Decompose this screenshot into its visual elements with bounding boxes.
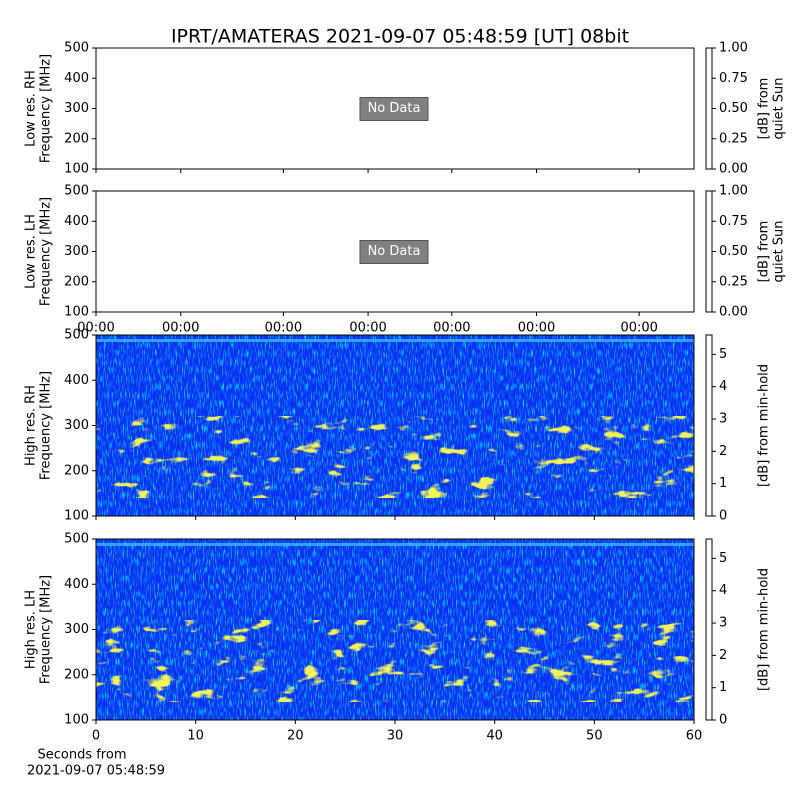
annotation: No Data: [368, 101, 421, 116]
x-tick-label: 00:00: [77, 321, 114, 336]
x-tick-label: 00:00: [349, 321, 386, 336]
y-tick-label: 500: [64, 41, 89, 56]
y-tick-label: 200: [64, 463, 89, 478]
y-tick-label: 100: [64, 305, 89, 320]
colorbar-tick-label: 0: [719, 713, 727, 728]
colorbar-tick-label: 0.50: [719, 101, 748, 116]
x-tick-label: 00:00: [620, 321, 657, 336]
colorbar-tick-label: 4: [719, 583, 727, 598]
y-tick-label: 300: [64, 244, 89, 259]
colorbar-tick-label: 1.00: [719, 184, 748, 199]
colorbar-tick-label: 0.00: [719, 162, 748, 177]
spectrogram-band: [96, 339, 694, 342]
y-axis-label: Low res. LH: [24, 214, 39, 289]
colorbar-tick-label: 2: [719, 648, 727, 663]
x-tick-label: 20: [287, 729, 304, 744]
y-axis-label: Frequency [MHz]: [39, 371, 54, 480]
x-tick-label: 00:00: [162, 321, 199, 336]
x-tick-label: 00:00: [433, 321, 470, 336]
y-tick-label: 100: [64, 162, 89, 177]
colorbar: [705, 538, 713, 721]
figure-title: IPRT/AMATERAS 2021-09-07 05:48:59 [UT] 0…: [171, 26, 629, 48]
y-tick-label: 100: [64, 713, 89, 728]
colorbar-tick-label: 5: [719, 347, 727, 362]
colorbar-tick-label: 0.75: [719, 71, 748, 86]
spectrogram-band: [96, 543, 694, 546]
x-axis-label: Seconds from: [37, 748, 126, 763]
colorbar-label: [dB] from: [757, 78, 772, 140]
x-tick-label: 50: [586, 729, 603, 744]
y-axis-label: Frequency [MHz]: [39, 575, 54, 684]
colorbar-tick-label: 2: [719, 444, 727, 459]
annotation: No Data: [368, 244, 421, 259]
x-tick-label: 10: [187, 729, 204, 744]
colorbar: [705, 334, 713, 517]
y-axis-label: High res. LH: [24, 590, 39, 669]
x-tick-label: 0: [92, 729, 100, 744]
colorbar-tick-label: 1: [719, 476, 727, 491]
colorbar-label: [dB] from: [757, 221, 772, 283]
y-tick-label: 500: [64, 532, 89, 547]
x-tick-label: 60: [686, 729, 703, 744]
spectrogram-bursts: [96, 416, 694, 498]
spectrogram-bursts: [96, 620, 694, 702]
colorbar-tick-label: 4: [719, 379, 727, 394]
colorbar-tick-label: 3: [719, 616, 727, 631]
colorbar-tick-label: 0.25: [719, 131, 748, 146]
colorbar: [705, 47, 713, 170]
y-tick-label: 300: [64, 622, 89, 637]
colorbar-tick-label: 0: [719, 509, 727, 524]
y-tick-label: 100: [64, 509, 89, 524]
x-tick-label: 00:00: [518, 321, 555, 336]
y-tick-label: 500: [64, 184, 89, 199]
colorbar-tick-label: 3: [719, 412, 727, 427]
y-tick-label: 300: [64, 418, 89, 433]
annotation-box: [359, 97, 429, 121]
x-tick-label: 00:00: [265, 321, 302, 336]
colorbar-label: quiet Sun: [772, 220, 787, 282]
colorbar-tick-label: 5: [719, 551, 727, 566]
y-tick-label: 200: [64, 274, 89, 289]
y-axis-label: Low res. RH: [24, 70, 39, 147]
y-tick-label: 300: [64, 101, 89, 116]
colorbar-tick-label: 0.00: [719, 305, 748, 320]
y-tick-label: 400: [64, 214, 89, 229]
colorbar-tick-label: 0.75: [719, 214, 748, 229]
colorbar-tick-label: 1: [719, 680, 727, 695]
x-tick-label: 30: [387, 729, 404, 744]
colorbar-tick-label: 0.25: [719, 274, 748, 289]
y-axis-label: Frequency [MHz]: [39, 54, 54, 163]
y-tick-label: 400: [64, 373, 89, 388]
y-tick-label: 400: [64, 71, 89, 86]
y-tick-label: 400: [64, 577, 89, 592]
y-tick-label: 200: [64, 667, 89, 682]
y-tick-label: 500: [64, 328, 89, 343]
annotation-box: [359, 240, 429, 264]
colorbar-tick-label: 1.00: [719, 41, 748, 56]
colorbar: [705, 190, 713, 313]
y-axis-label: High res. RH: [24, 385, 39, 466]
x-tick-label: 40: [486, 729, 503, 744]
colorbar-label: [dB] from min-hold: [757, 568, 772, 691]
x-axis-label: 2021-09-07 05:48:59: [27, 764, 165, 779]
y-axis-label: Frequency [MHz]: [39, 197, 54, 306]
colorbar-tick-label: 0.50: [719, 244, 748, 259]
colorbar-label: [dB] from min-hold: [757, 364, 772, 487]
y-tick-label: 200: [64, 131, 89, 146]
colorbar-label: quiet Sun: [772, 77, 787, 139]
